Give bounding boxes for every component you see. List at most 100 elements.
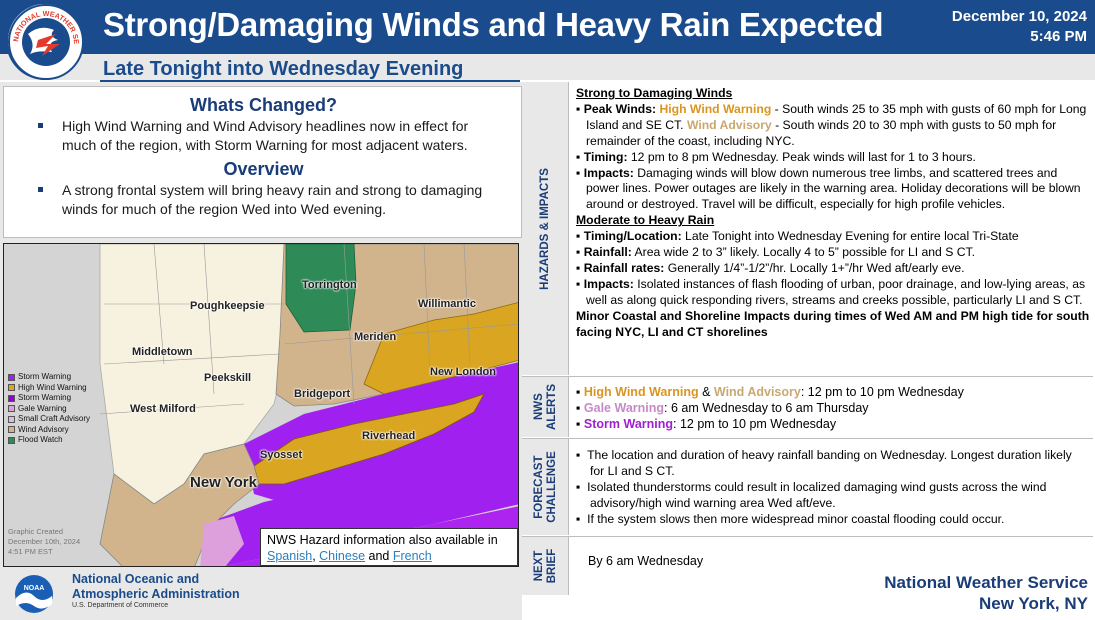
legend-swatch <box>8 426 15 434</box>
timing-text: 12 pm to 8 pm Wednesday. Peak winds will… <box>627 149 976 164</box>
wind-impacts-item: ▪ Impacts: Damaging winds will blow down… <box>576 165 1081 212</box>
peak-winds-text1: - South winds 25 to 35 mph with gusts of… <box>586 101 1087 132</box>
timing-location-label: Timing/Location: <box>583 229 682 244</box>
forecast-item-text: The location and duration of heavy rainf… <box>587 448 1072 478</box>
next-brief-text: By 6 am Wednesday <box>588 554 704 568</box>
graphic-created-note: Graphic Created December 10th, 2024 4:51… <box>8 527 80 557</box>
legend-label: High Wind Warning <box>18 382 87 392</box>
forecast-label: FORECAST CHALLENGE <box>533 451 559 523</box>
noaa-logo: NOAA <box>10 574 58 614</box>
gale-alert-time: : 6 am Wednesday to 6 am Thursday <box>664 401 869 415</box>
legend-item: Wind Advisory <box>8 425 90 436</box>
winds-heading: Strong to Damaging Winds <box>576 86 733 100</box>
rainfall-rates-text: Generally 1/4”-1/2”/hr. Locally 1+”/hr W… <box>664 260 965 275</box>
map-label-bridgeport: Bridgeport <box>294 388 351 400</box>
rain-heading: Moderate to Heavy Rain <box>576 213 715 228</box>
map-legend: Storm Warning High Wind Warning Storm Wa… <box>8 372 90 446</box>
noaa-name: National Oceanic and Atmospheric Adminis… <box>72 572 240 602</box>
hww-alert: ▪ High Wind Warning & Wind Advisory: 12 … <box>576 385 964 399</box>
map-label-willimantic: Willimantic <box>418 298 476 310</box>
noaa-dept: U.S. Department of Commerce <box>72 602 169 609</box>
gale-alert: ▪ Gale Warning: 6 am Wednesday to 6 am T… <box>576 401 869 415</box>
section-divider <box>522 536 1093 537</box>
map-label-syosset: Syosset <box>260 449 303 461</box>
peak-winds-label: Peak Winds: <box>583 101 657 116</box>
page-title: Strong/Damaging Winds and Heavy Rain Exp… <box>103 6 884 43</box>
alerts-side-label: NWS ALERTS <box>522 377 569 437</box>
alerts-label-line1: NWS <box>532 393 545 421</box>
coastal-impacts: Minor Coastal and Shoreline Impacts duri… <box>576 308 1090 339</box>
nws-office: National Weather Service New York, NY <box>884 572 1088 614</box>
brief-label-line2: BRIEF <box>545 548 558 584</box>
alerts-label-line2: ALERTS <box>545 384 558 430</box>
forecast-item: ▪ If the system slows then more widespre… <box>576 511 1005 526</box>
section-divider <box>522 438 1093 439</box>
legend-item: High Wind Warning <box>8 383 90 394</box>
legend-swatch <box>8 384 15 392</box>
wind-advisory-text: Wind Advisory <box>686 117 772 132</box>
gale-alert-name: Gale Warning <box>583 401 665 415</box>
spanish-link[interactable]: Spanish <box>267 549 313 563</box>
legend-item: Small Craft Advisory <box>8 414 90 425</box>
brief-label: NEXT BRIEF <box>533 549 559 584</box>
hazard-info-text: NWS Hazard information also available in <box>267 533 498 547</box>
timing-location-text: Late Tonight into Wednesday Evening for … <box>681 229 1019 244</box>
legend-swatch <box>8 405 15 413</box>
timing-label: Timing: <box>583 149 628 164</box>
storm-alert-name: Storm Warning <box>583 417 674 431</box>
bullet-icon <box>38 187 43 192</box>
rainfall-label: Rainfall: <box>583 245 632 260</box>
comma-separator: , <box>312 549 316 563</box>
header-bar <box>0 0 1095 54</box>
forecast-item: ▪ The location and duration of heavy rai… <box>576 448 1072 478</box>
subtitle-underline <box>100 80 520 82</box>
legend-label: Wind Advisory <box>18 424 69 434</box>
rainfall-item: ▪ Rainfall: Area wide 2 to 3” likely. Lo… <box>576 245 976 260</box>
legend-label: Small Craft Advisory <box>18 414 91 423</box>
forecast-label-line2: CHALLENGE <box>545 451 558 523</box>
legend-label: Storm Warning <box>18 393 72 402</box>
alerts-content: ▪ High Wind Warning & Wind Advisory: 12 … <box>576 384 1086 432</box>
summary-box: Whats Changed? High Wind Warning and Win… <box>3 86 522 238</box>
map-label-poughkeepsie: Poughkeepsie <box>190 300 265 312</box>
legend-label: Gale Warning <box>18 403 67 413</box>
hww-alert-time: : 12 pm to 10 pm Wednesday <box>800 385 964 399</box>
forecast-item-text: Isolated thunderstorms could result in l… <box>587 479 1047 510</box>
issue-time: 5:46 PM <box>1030 28 1087 45</box>
peak-winds-item: ▪ Peak Winds: High Wind Warning - South … <box>576 101 1087 148</box>
legend-item: Flood Watch <box>8 435 90 446</box>
storm-alert: ▪ Storm Warning: 12 pm to 10 pm Wednesda… <box>576 417 837 431</box>
svg-text:NOAA: NOAA <box>24 585 45 592</box>
hazards-label: HAZARDS & IMPACTS <box>539 167 551 290</box>
issue-date: December 10, 2024 <box>951 8 1087 25</box>
peak-winds-text2: - South winds 20 to 30 mph with gusts to… <box>586 117 1057 148</box>
noaa-name-line1: National Oceanic and <box>72 572 200 586</box>
forecast-challenge-content: ▪ The location and duration of heavy rai… <box>576 448 1086 528</box>
legend-swatch <box>8 394 15 402</box>
wind-impacts-text: Damaging winds will blow down numerous t… <box>586 165 1081 212</box>
chinese-link[interactable]: Chinese <box>319 549 366 563</box>
brief-label-line1: NEXT <box>532 550 545 582</box>
legend-swatch <box>8 373 15 381</box>
rainfall-rates-item: ▪ Rainfall rates: Generally 1/4”-1/2”/hr… <box>576 260 965 275</box>
legend-swatch <box>8 415 15 423</box>
noaa-name-line2: Atmospheric Administration <box>72 587 240 601</box>
graphic-created-label: Graphic Created <box>8 527 64 536</box>
forecast-item: ▪ Isolated thunderstorms could result in… <box>576 479 1047 510</box>
hazards-side-label: HAZARDS & IMPACTS <box>522 82 569 375</box>
alerts-label: NWS ALERTS <box>533 384 559 430</box>
alert-ampersand: & <box>698 385 714 399</box>
forecast-label-line1: FORECAST <box>532 455 545 519</box>
overview-heading: Overview <box>223 159 304 179</box>
hazard-info-links: Spanish, Chinese and French <box>267 548 517 564</box>
map-label-torrington: Torrington <box>302 279 357 291</box>
rain-impacts-item: ▪ Impacts: Isolated instances of flash f… <box>576 276 1086 307</box>
map-label-west-milford: West Milford <box>130 403 196 415</box>
map-label-middletown: Middletown <box>132 346 193 358</box>
french-link[interactable]: French <box>392 549 432 563</box>
timing-location-item: ▪ Timing/Location: Late Tonight into Wed… <box>576 229 1019 244</box>
map-label-riverhead: Riverhead <box>362 430 416 442</box>
graphic-created-date: December 10th, 2024 <box>8 537 81 546</box>
hazard-map: Poughkeepsie Middletown Peekskill West M… <box>3 243 519 567</box>
legend-item: Storm Warning <box>8 393 90 404</box>
